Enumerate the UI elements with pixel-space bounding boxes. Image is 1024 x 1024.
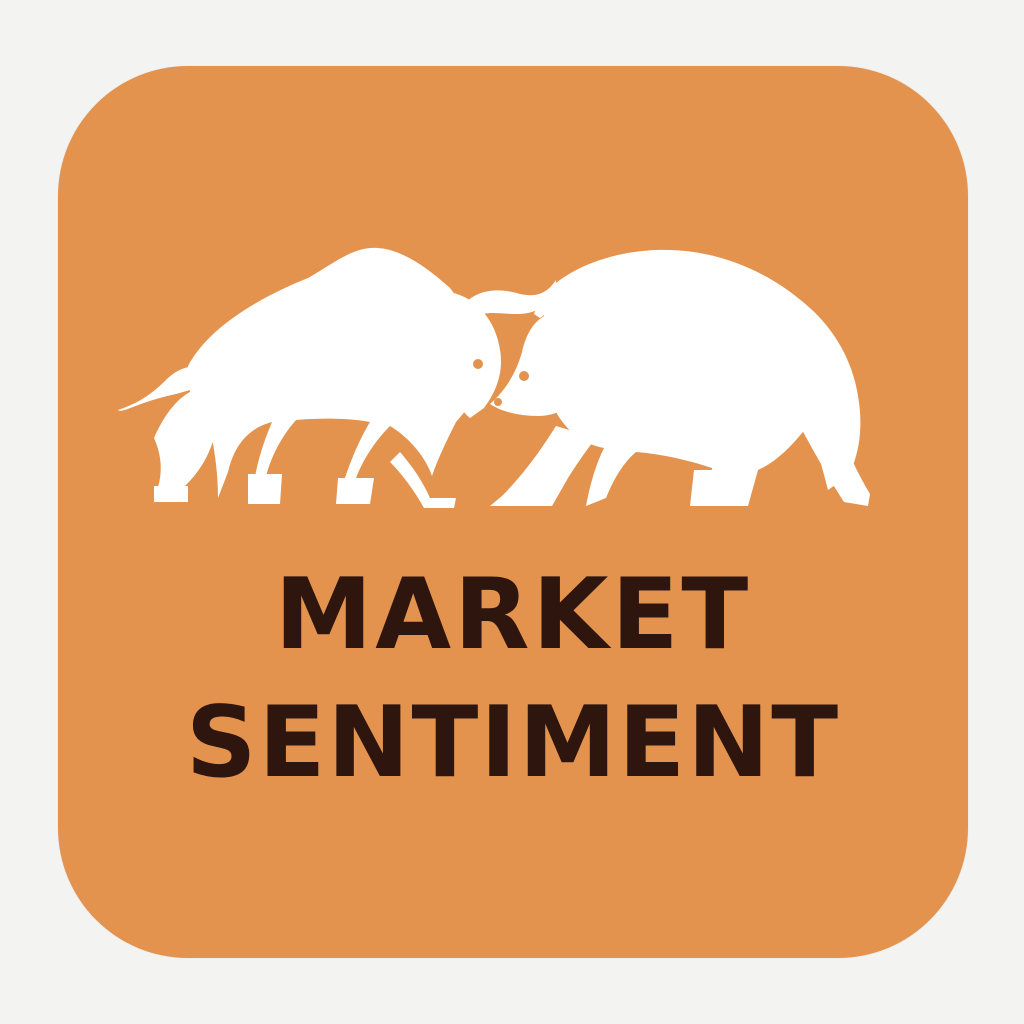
bull-bear-emblem [118,247,870,508]
bull-icon [118,247,556,508]
title-line-market: MARKET [274,558,752,672]
title-line-sentiment: SENTIMENT [185,686,841,800]
bear-icon [490,249,870,506]
app-icon-tile: MARKET SENTIMENT [58,66,968,958]
